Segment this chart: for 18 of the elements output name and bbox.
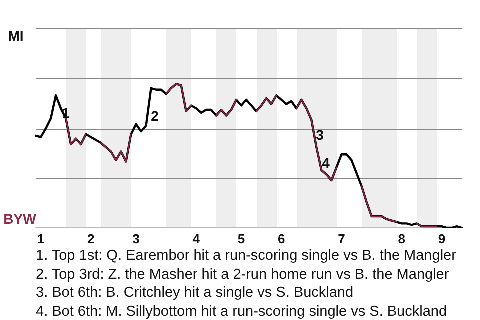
annotation: BYW	[4, 211, 36, 227]
text: MI	[8, 28, 24, 44]
x-tick-label: 3	[132, 231, 140, 246]
annotation: 4	[322, 155, 330, 171]
x-tick-label: 7	[338, 231, 346, 246]
x-tick-label: 4	[192, 231, 201, 246]
x-tick-label: 6	[278, 231, 286, 246]
annotation: 3	[316, 127, 324, 143]
text: 3. Bot 6th: B. Critchley hit a single vs S. Buckland	[36, 284, 355, 302]
annotation: 2	[151, 108, 159, 124]
x-tick-label: 8	[398, 231, 406, 246]
text: 1. Top 1st: Q. Earembor hit a run-scoring single vs B. the Mangler	[36, 247, 456, 266]
x-tick-label: 2	[88, 231, 95, 246]
x-tick-label: 5	[238, 231, 246, 246]
text: 2. Top 3rd: Z. the Masher hit a 2-run home run vs B. the Mangler	[36, 266, 450, 284]
x-tick-label: 1	[37, 231, 45, 246]
text: 4. Bot 6th: M. Sillybottom hit a run-scoring single vs S. Buckland	[36, 302, 448, 320]
x-tick-label: 9	[438, 231, 446, 246]
